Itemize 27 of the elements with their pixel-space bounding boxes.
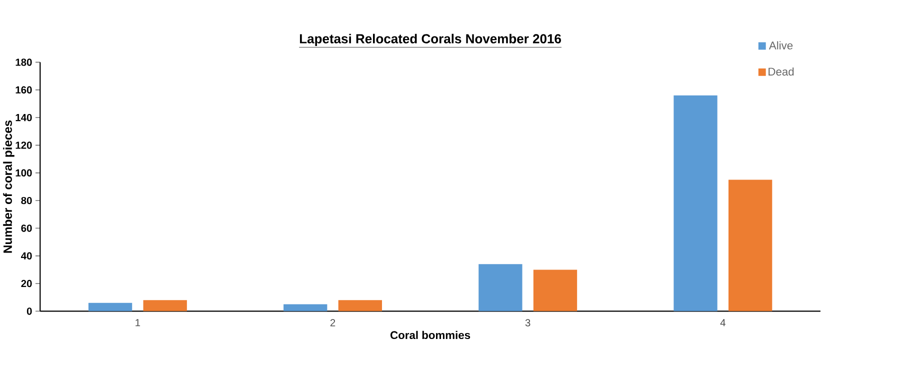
legend-label: Alive: [768, 41, 793, 50]
y-tick-label: 160: [16, 86, 32, 94]
bar: [478, 264, 522, 312]
bar: [143, 300, 187, 312]
x-axis-title: Coral bommies: [390, 331, 470, 340]
legend-label: Dead: [768, 68, 794, 76]
y-tick-label: 80: [21, 197, 32, 204]
bar: [533, 270, 578, 312]
y-tick-label: 0: [26, 308, 32, 316]
bar: [88, 303, 132, 312]
chart-title: Lapetasi Relocated Corals November 2016: [300, 34, 561, 46]
bar: [284, 304, 328, 312]
y-tick-label: 20: [21, 280, 32, 288]
bar: [338, 300, 382, 312]
x-tick-label: 4: [720, 319, 726, 326]
x-tick-label: 2: [330, 319, 336, 326]
bar: [674, 96, 718, 312]
bar: [728, 180, 772, 312]
y-tick-label: 140: [16, 114, 32, 122]
x-tick-label: 1: [136, 319, 140, 326]
y-tick-label: 180: [16, 58, 32, 66]
y-tick-label: 120: [16, 142, 32, 150]
x-tick-label: 3: [525, 319, 530, 327]
y-axis-title: Number of coral pieces: [3, 120, 14, 253]
y-tick-label: 100: [16, 169, 32, 177]
y-tick-label: 60: [21, 224, 32, 232]
y-tick-label: 40: [21, 252, 32, 260]
